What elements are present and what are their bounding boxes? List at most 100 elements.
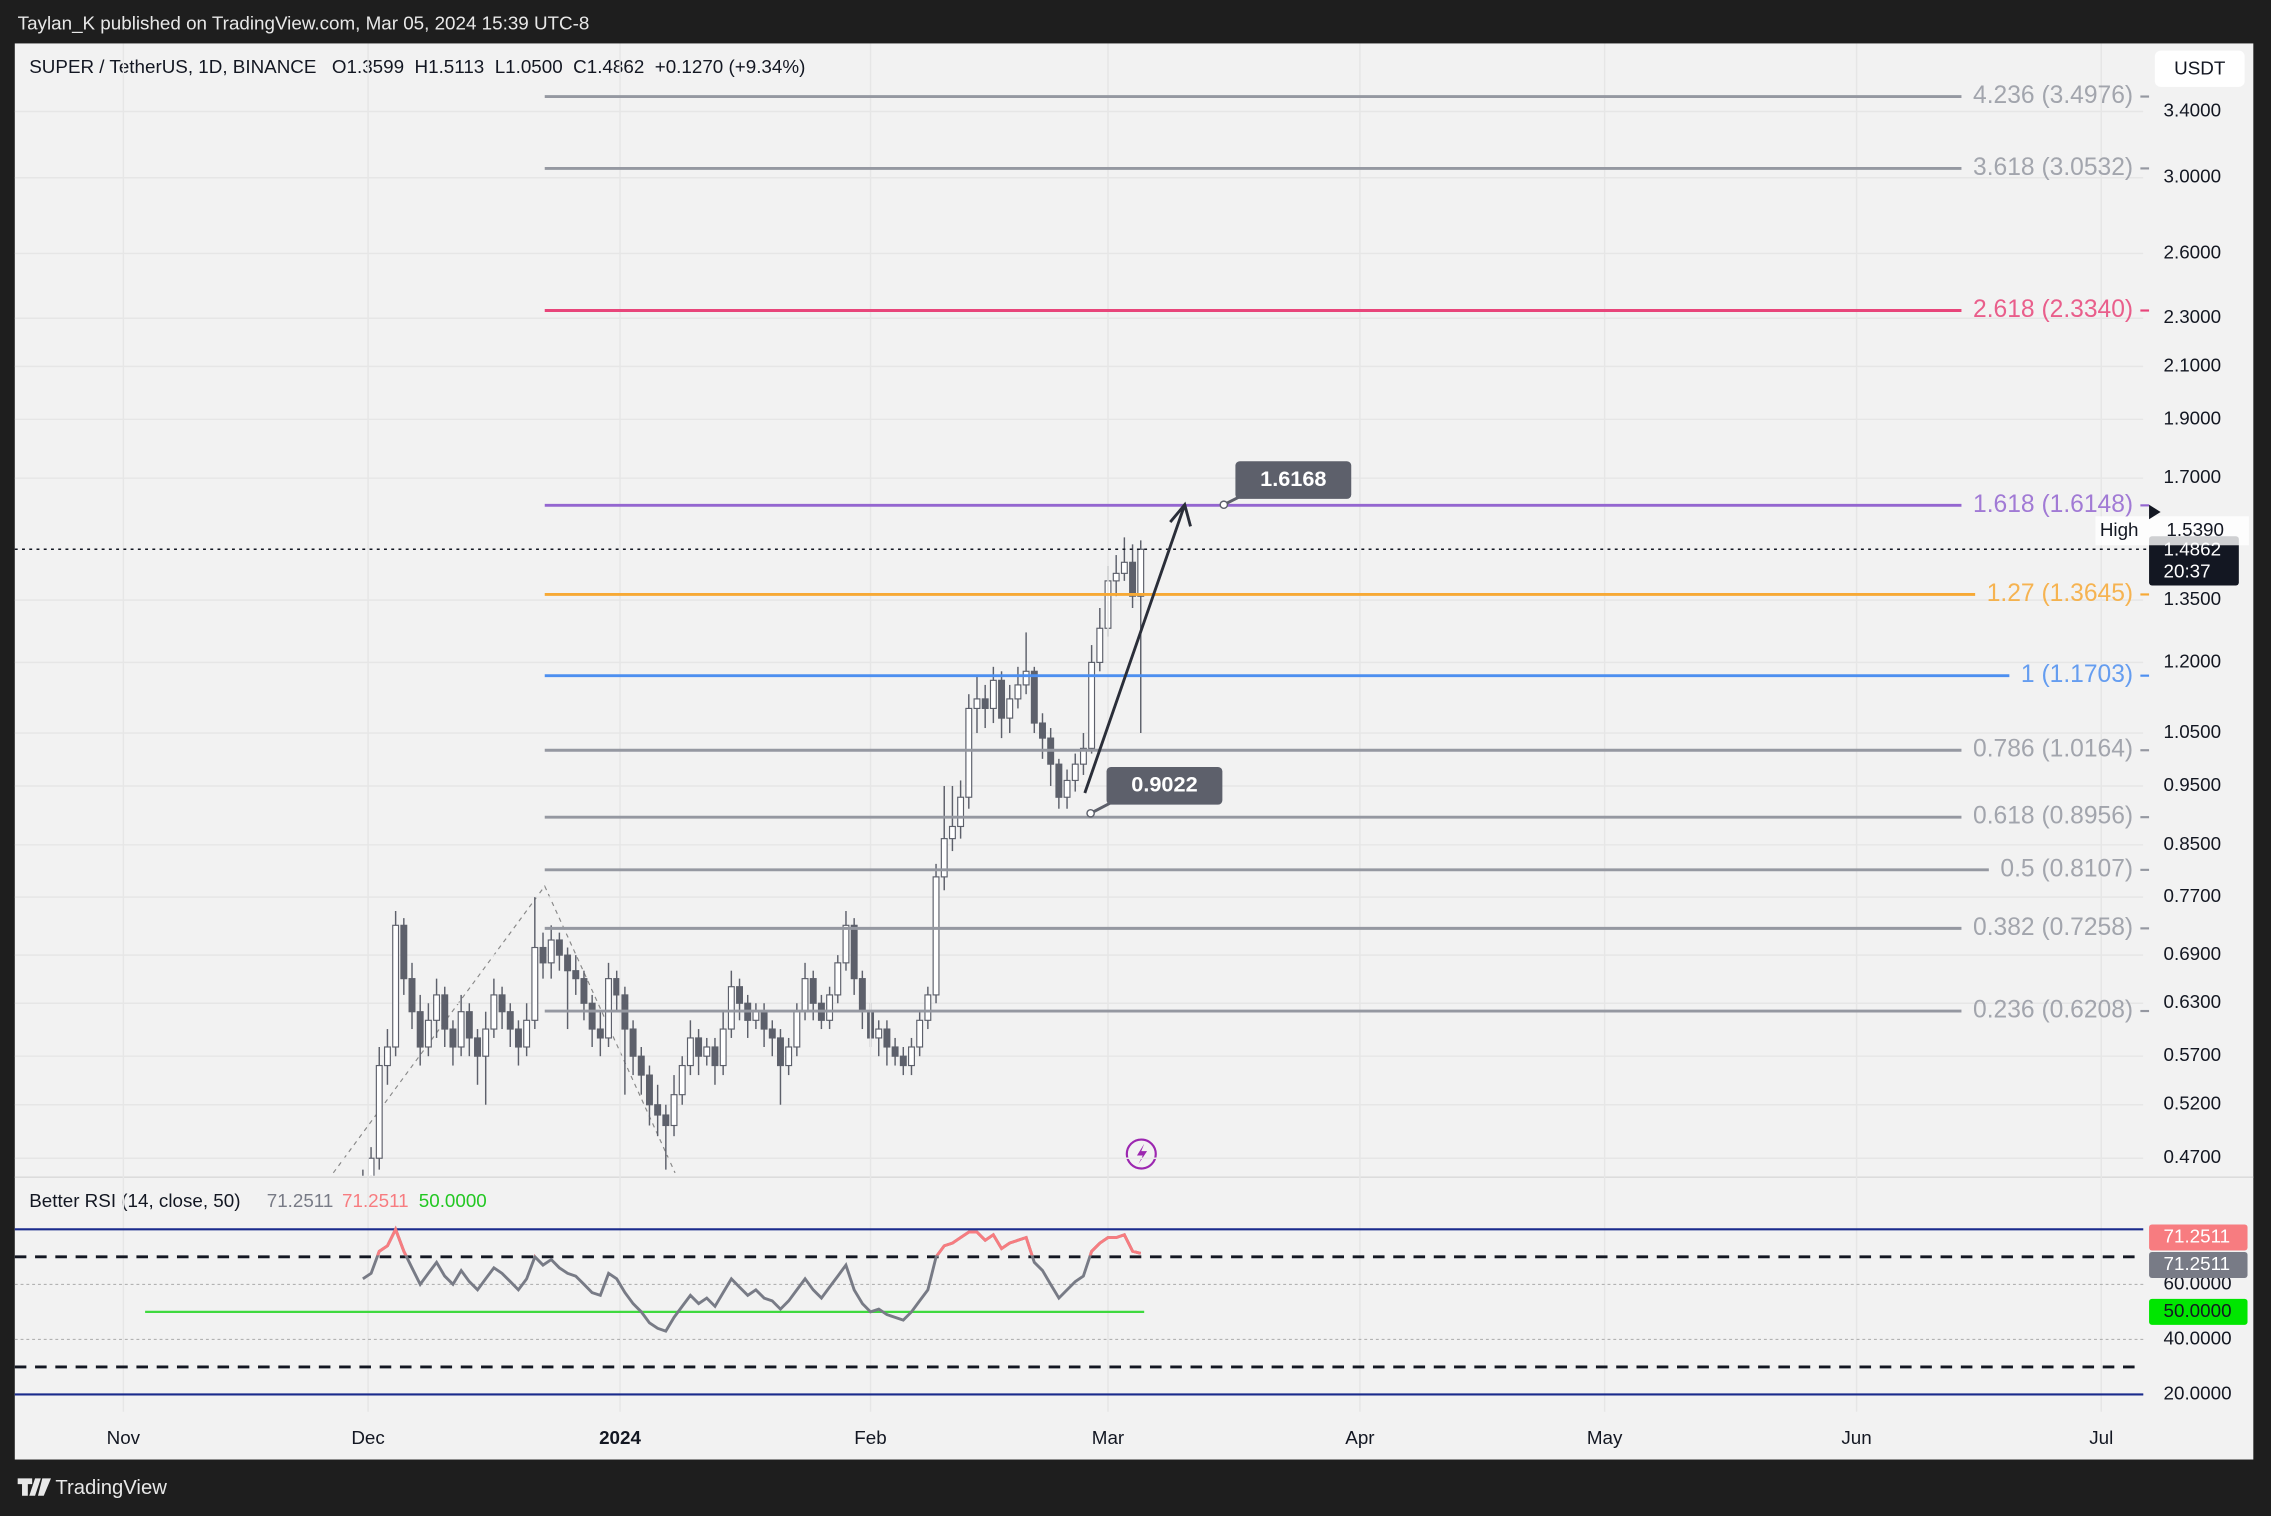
y-tick-label: 0.8500 xyxy=(2164,833,2222,854)
x-tick-label: Mar xyxy=(1092,1427,1124,1448)
y-tick-label: 2.6000 xyxy=(2164,241,2222,262)
candle-body xyxy=(998,679,1006,719)
candle-body xyxy=(1112,572,1120,582)
y-tick-label: 3.4000 xyxy=(2164,99,2222,120)
candle-body xyxy=(736,986,744,1004)
candle-body xyxy=(416,1011,424,1048)
fib-label: 1 (1.1703) xyxy=(2021,661,2133,688)
rsi-axis-box xyxy=(2149,1251,2248,1279)
candle-body xyxy=(449,1028,457,1048)
candle-body xyxy=(801,978,809,1013)
high-box xyxy=(2095,516,2249,546)
candle-body xyxy=(940,838,948,878)
candle-body xyxy=(596,1028,604,1039)
candle-body xyxy=(392,924,400,1048)
candle-body xyxy=(531,946,539,1021)
countdown: 20:37 xyxy=(2164,560,2211,581)
candle-body xyxy=(948,825,956,840)
currency[interactable]: USDT xyxy=(2174,57,2226,78)
candle-body xyxy=(875,1028,883,1039)
candle-body xyxy=(858,978,866,1013)
measure-point xyxy=(1219,500,1229,510)
high-label: High xyxy=(2100,519,2139,540)
candle-body xyxy=(506,1011,514,1030)
fib-label: 0.618 (0.8956) xyxy=(1973,803,2133,830)
candle-body xyxy=(703,1046,711,1057)
fib-label: 0.5 (0.8107) xyxy=(2000,855,2133,882)
candle-body xyxy=(686,1037,694,1067)
x-tick-label: Jul xyxy=(2089,1427,2113,1448)
candle-body xyxy=(498,994,506,1013)
measure-point xyxy=(1086,808,1095,818)
candle-body xyxy=(768,1028,776,1039)
y-tick-label: 0.7700 xyxy=(2164,885,2222,906)
candle-body xyxy=(727,986,735,1030)
last-price-box xyxy=(2149,536,2239,586)
x-tick-label: Nov xyxy=(107,1427,141,1448)
rsi-tick-label: 20.0000 xyxy=(2164,1382,2232,1403)
y-tick-label: 0.9500 xyxy=(2164,774,2222,795)
rsi-legend-ob: 71.2511 xyxy=(342,1190,409,1211)
candle-body xyxy=(1055,763,1063,798)
candle-body xyxy=(408,978,416,1013)
candle-body xyxy=(441,994,449,1030)
fib-label: 2.618 (2.3340) xyxy=(1973,296,2133,323)
currency-box[interactable] xyxy=(2154,50,2245,87)
fib-label: 1.618 (1.6148) xyxy=(1973,491,2133,518)
y-tick-label: 2.3000 xyxy=(2164,306,2222,327)
candle-body xyxy=(580,978,588,1004)
candle-body xyxy=(850,924,858,980)
candle-body xyxy=(785,1046,793,1067)
candle-body xyxy=(1022,670,1030,686)
fib-label: 0.236 (0.6208) xyxy=(1973,997,2133,1024)
candle-body xyxy=(760,1011,768,1030)
candle-body xyxy=(474,1037,481,1057)
high-price: 1.5390 xyxy=(2166,519,2224,540)
candle-body xyxy=(883,1028,891,1048)
candle-body xyxy=(957,796,965,828)
x-tick-label: May xyxy=(1587,1427,1623,1448)
candle-body xyxy=(465,1011,473,1039)
candle-body xyxy=(809,978,817,1004)
x-tick-label: Dec xyxy=(351,1427,384,1448)
rsi-tick-label: 40.0000 xyxy=(2164,1327,2232,1348)
rsi-axis-label: 71.2511 xyxy=(2164,1225,2231,1246)
candle-body xyxy=(629,1028,637,1057)
ohlc-legend: O1.3599 H1.5113 L1.0500 C1.4862 +0.1270 … xyxy=(332,56,805,77)
candle-body xyxy=(916,1019,924,1048)
fib-label: 4.236 (3.4976) xyxy=(1973,82,2133,109)
candle-body xyxy=(1063,779,1071,798)
event-bolt xyxy=(1136,1143,1148,1165)
candle-body xyxy=(719,1028,727,1067)
candle-body xyxy=(1006,698,1014,719)
logo xyxy=(17,1478,51,1496)
brand: TradingView xyxy=(55,1477,167,1499)
fib-label: 1.27 (1.3645) xyxy=(1987,580,2133,607)
y-tick-label: 3.0000 xyxy=(2164,166,2222,187)
candle-body xyxy=(834,962,842,996)
candle-body xyxy=(891,1046,899,1057)
candle-body xyxy=(1137,548,1145,597)
arrow-head xyxy=(1169,501,1192,527)
zigzag xyxy=(332,885,676,1174)
candle-body xyxy=(924,994,932,1021)
candle-body xyxy=(637,1055,645,1076)
candle-body xyxy=(1014,684,1022,700)
rsi-axis-box xyxy=(2149,1224,2248,1251)
candle-body xyxy=(482,1028,490,1057)
rsi-axis-box xyxy=(2149,1298,2248,1325)
rsi-legend-value: 71.2511 xyxy=(267,1190,334,1211)
candle-body xyxy=(1079,747,1087,765)
x-tick-label: Feb xyxy=(854,1427,886,1448)
measure-label: 1.6168 xyxy=(1260,466,1326,491)
rsi-axis-label: 71.2511 xyxy=(2164,1253,2231,1274)
candle-body xyxy=(613,978,621,996)
publisher: Taylan_K published on TradingView.com, M… xyxy=(18,13,590,35)
candle-body xyxy=(695,1037,703,1057)
candle-body xyxy=(383,1046,391,1067)
candle-body xyxy=(1096,627,1104,663)
candle-body xyxy=(645,1074,653,1106)
event-icon[interactable] xyxy=(1125,1138,1157,1170)
y-tick-label: 1.3500 xyxy=(2164,588,2222,609)
